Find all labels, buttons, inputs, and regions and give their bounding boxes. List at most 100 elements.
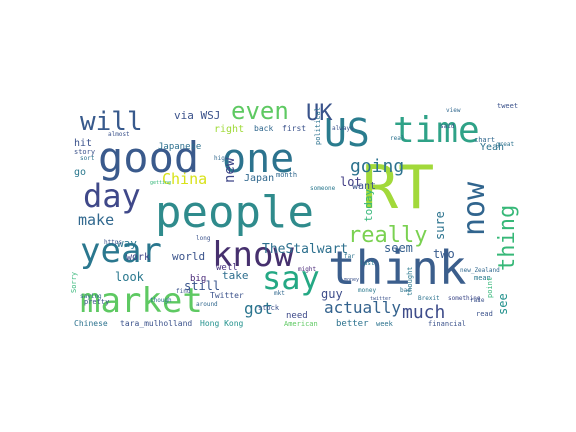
word-want: want bbox=[352, 181, 376, 192]
word-two: two bbox=[433, 247, 455, 261]
word-world: world bbox=[172, 250, 205, 263]
word-mean: mean bbox=[474, 274, 491, 282]
word-rt: RT bbox=[362, 153, 434, 223]
word-right: right bbox=[214, 124, 244, 135]
word-think: think bbox=[328, 241, 466, 295]
word-story: story bbox=[74, 148, 95, 156]
word-money: money bbox=[344, 277, 359, 283]
word-new: new bbox=[222, 157, 238, 183]
word-month: month bbox=[276, 171, 297, 179]
word-back: back bbox=[254, 124, 273, 133]
word-look: look bbox=[115, 270, 145, 284]
word-japanese: Japanese bbox=[158, 142, 201, 152]
word-people: people bbox=[155, 187, 314, 238]
word-bad: bad bbox=[400, 287, 411, 294]
word-much: much bbox=[402, 302, 445, 323]
word-hong-kong: Hong Kong bbox=[200, 319, 244, 328]
word-https: https bbox=[104, 239, 122, 246]
word-year: year bbox=[80, 231, 162, 271]
word-big: big bbox=[190, 274, 206, 284]
word-pretty: pretty bbox=[84, 298, 109, 306]
word-financial: financial bbox=[428, 320, 466, 328]
word-far: far bbox=[344, 253, 355, 260]
word-take: take bbox=[222, 269, 249, 282]
word-via-wsj: via WSJ bbox=[174, 109, 220, 122]
word-chart: chart bbox=[474, 136, 495, 144]
word-something: something bbox=[448, 295, 481, 302]
word-way: way bbox=[117, 237, 137, 250]
word-day: day bbox=[83, 177, 141, 215]
word-always: always bbox=[332, 125, 354, 132]
word-last: last bbox=[360, 260, 375, 267]
word-us: US bbox=[324, 111, 370, 155]
word-good: good bbox=[98, 133, 199, 182]
word-will: will bbox=[80, 107, 143, 137]
word-someone: someone bbox=[310, 185, 336, 192]
word-stock: stock bbox=[258, 304, 280, 312]
word-work: work bbox=[126, 252, 150, 263]
word-find: find bbox=[176, 288, 191, 295]
word-know: know bbox=[212, 235, 294, 275]
word-american: American bbox=[284, 320, 318, 328]
word-say: say bbox=[262, 259, 320, 297]
word-market: market bbox=[80, 281, 203, 321]
word-read: read bbox=[476, 310, 493, 318]
word-still: still bbox=[184, 279, 220, 293]
word-guy: guy bbox=[321, 287, 343, 301]
word-yeah: Yeah bbox=[480, 142, 504, 153]
word-twitter: Twitter bbox=[210, 291, 244, 300]
word-hit: hit bbox=[74, 138, 92, 149]
word-sorry: Sorry bbox=[70, 272, 78, 293]
word-make: make bbox=[78, 211, 114, 229]
word-thestalwart: TheStalwart bbox=[262, 242, 348, 257]
word-actually: actually bbox=[324, 298, 401, 317]
word-rate: rate bbox=[470, 297, 485, 304]
word-japan: Japan bbox=[244, 173, 274, 184]
word-thing: thing bbox=[495, 205, 520, 271]
word-sort: sort bbox=[80, 155, 95, 162]
word-going: going bbox=[350, 156, 404, 177]
word-first: first bbox=[282, 124, 306, 133]
word-uk: UK bbox=[306, 101, 333, 126]
word-really: really bbox=[348, 223, 427, 248]
word-new-zealand: new_Zealand bbox=[460, 267, 500, 274]
word-high: high bbox=[214, 155, 229, 162]
word-thought: thought bbox=[406, 266, 414, 296]
word-around: around bbox=[196, 301, 218, 308]
word-tweet: tweet bbox=[497, 102, 518, 110]
word-got: got bbox=[244, 299, 273, 318]
word-twitter: twitter bbox=[370, 296, 391, 302]
word-go: go bbox=[74, 167, 86, 178]
word-money: money bbox=[358, 287, 376, 294]
word-even: even bbox=[231, 97, 289, 125]
word-better: better bbox=[336, 319, 369, 329]
word-chinese: Chinese bbox=[74, 319, 108, 328]
word-though: though bbox=[150, 297, 172, 304]
word-need: need bbox=[286, 311, 308, 321]
word-today: today bbox=[362, 189, 375, 222]
word-great: great bbox=[496, 141, 514, 148]
word-cloud-background bbox=[72, 102, 518, 326]
word-one: one bbox=[222, 136, 294, 182]
word-mkt: mkt bbox=[274, 290, 285, 297]
word-well: well bbox=[216, 263, 238, 273]
word-saying: saying bbox=[80, 293, 102, 300]
word-point: point bbox=[486, 277, 494, 298]
word-see: see bbox=[496, 293, 510, 315]
word-political: political bbox=[314, 107, 322, 145]
word-time: time bbox=[393, 110, 480, 151]
word-almost: almost bbox=[108, 131, 130, 138]
word-seem: seem bbox=[384, 241, 413, 255]
word-lot: lot bbox=[340, 175, 362, 189]
word-brexit: Brexit bbox=[418, 295, 440, 302]
word-view: view bbox=[446, 107, 461, 114]
word-tara-mulholland: tara_mulholland bbox=[120, 319, 192, 328]
word-sure: sure bbox=[433, 211, 447, 240]
word-getting: getting bbox=[150, 180, 171, 186]
word-might: might bbox=[298, 266, 316, 273]
word-week: week bbox=[376, 320, 394, 328]
word-now: now bbox=[457, 181, 492, 236]
word-china: China bbox=[162, 170, 207, 188]
word-said: said bbox=[440, 123, 455, 130]
